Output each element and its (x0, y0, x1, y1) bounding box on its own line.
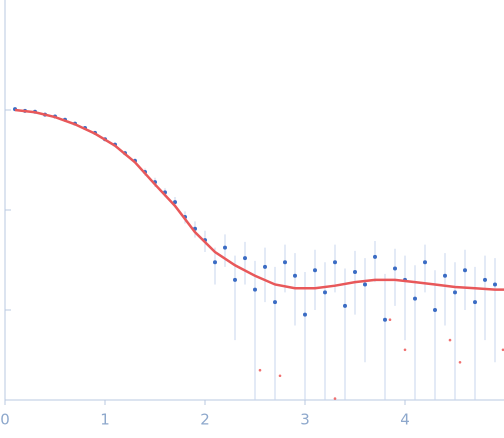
data-point (313, 268, 317, 273)
x-tick-label: 2 (200, 411, 210, 429)
data-point (433, 308, 437, 313)
x-tick-label: 4 (400, 411, 410, 429)
data-point (403, 348, 407, 352)
data-point (493, 282, 497, 287)
data-point (423, 260, 427, 265)
data-point (443, 273, 447, 278)
data-point (303, 312, 307, 317)
data-point (413, 296, 417, 301)
data-point (233, 277, 237, 282)
data-point (363, 282, 367, 287)
data-point (458, 360, 462, 364)
data-point (373, 254, 377, 259)
data-point (258, 368, 262, 372)
data-point (483, 277, 487, 282)
data-point (213, 260, 217, 265)
data-point (448, 338, 452, 342)
data-point (243, 256, 247, 261)
data-point (463, 268, 467, 273)
data-point (393, 266, 397, 271)
x-tick-label: 1 (100, 411, 110, 429)
x-tick-label: 3 (300, 411, 310, 429)
x-tick-label: 0 (0, 411, 10, 429)
data-point (383, 317, 387, 322)
data-point (273, 300, 277, 305)
data-point (501, 348, 504, 352)
data-point (343, 303, 347, 308)
data-point (353, 269, 357, 274)
data-point (453, 290, 457, 295)
data-point (323, 290, 327, 295)
data-point (333, 260, 337, 265)
data-point (263, 264, 267, 269)
data-point (223, 245, 227, 250)
fit-line (14, 108, 504, 291)
data-point (293, 273, 297, 278)
data-point (278, 374, 282, 378)
data-point (253, 287, 257, 292)
data-point (388, 318, 392, 321)
data-point (283, 260, 287, 265)
data-point (333, 397, 337, 400)
data-point (473, 300, 477, 305)
